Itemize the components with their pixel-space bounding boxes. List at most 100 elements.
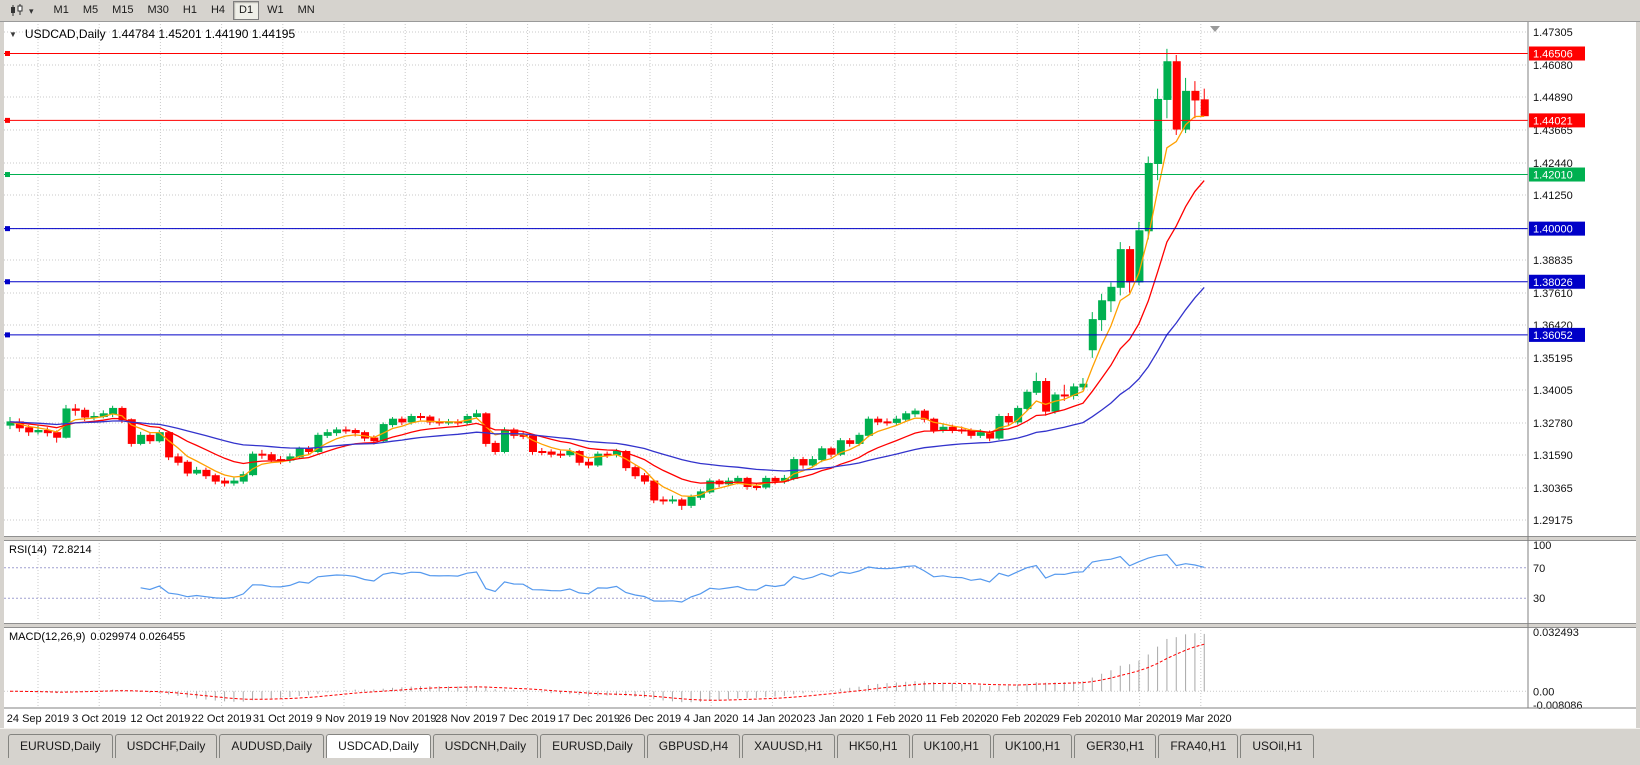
date-axis-label: 4 Jan 2020 [684,713,738,725]
timeframe-button-mn[interactable]: MN [291,1,321,20]
candle-body [846,440,855,444]
price-tag-label: 1.42010 [1533,170,1573,182]
ma-mid-line [9,180,1205,484]
toolbar: ▾ M1 M5 M15 M30 H1 H4 D1 W1 MN [0,0,1640,22]
candle-body [594,453,603,466]
candle-body [417,416,426,419]
candle-body [34,430,43,433]
timeframe-button-h1[interactable]: H1 [176,1,203,20]
rsi-value: 72.8214 [51,544,92,556]
candle-body [1023,391,1032,409]
date-axis-label: 19 Nov 2019 [374,713,436,725]
candle-body [267,454,276,461]
candle-body [771,477,780,482]
candle-body [1172,61,1181,130]
collapse-chart-icon[interactable]: ▼ [9,29,17,39]
price-tag-label: 1.46506 [1533,49,1573,61]
chart-ohlc-values: 1.44784 1.45201 1.44190 1.44195 [111,27,296,41]
macd-name: MACD(12,26,9) [9,631,86,643]
timeframe-button-m5[interactable]: M5 [76,1,105,20]
candle-body [71,408,80,411]
candle-body [1144,162,1153,232]
candle-body [1051,394,1060,412]
date-axis-label: 20 Feb 2020 [986,713,1048,725]
chart-tab-usdcnh-daily[interactable]: USDCNH,Daily [432,734,539,758]
candle-body [650,480,659,501]
candle-body [827,448,836,455]
chart-tab-usdcad-daily[interactable]: USDCAD,Daily [326,734,431,758]
level-anchor-marker [5,332,10,338]
candle-body [25,427,34,433]
price-axis-label: 1.44890 [1533,92,1573,104]
pane-separator[interactable] [4,536,1636,541]
candle-body [1079,383,1088,388]
candle-body [137,434,146,444]
candle-body [258,453,267,456]
candle-body [631,467,640,477]
chart-tab-uk100-h1[interactable]: UK100,H1 [911,734,991,758]
chart-tab-fra40-h1[interactable]: FRA40,H1 [1158,734,1239,758]
candle-body [566,450,575,456]
date-axis-label: 3 Oct 2019 [72,713,126,725]
candlestick-chart-icon [11,4,23,16]
candle-body [1004,416,1013,423]
chart-tab-ger30-h1[interactable]: GER30,H1 [1074,734,1157,758]
timeframe-button-m15[interactable]: M15 [106,1,140,20]
candle-body [668,499,677,502]
candle-body [1032,381,1041,393]
chart-tab-uk100-h1[interactable]: UK100,H1 [992,734,1073,758]
candle-body [333,429,342,434]
price-tag[interactable] [1529,221,1585,236]
candle-body [351,430,360,434]
chart-tab-usoil-h1[interactable]: USOil,H1 [1240,734,1315,758]
timeframe-button-w1[interactable]: W1 [261,1,290,20]
candle-body [323,432,332,436]
chart-tab-eurusd-daily[interactable]: EURUSD,Daily [540,734,645,758]
chart-tab-xauusd-h1[interactable]: XAUUSD,H1 [742,734,835,758]
candle-body [1098,300,1107,321]
timeframe-button-m30[interactable]: M30 [141,1,175,20]
date-axis-label: 12 Oct 2019 [130,713,190,725]
candle-body [43,430,52,434]
price-tag[interactable] [1529,327,1585,342]
chart-tab-gbpusd-h4[interactable]: GBPUSD,H4 [646,734,741,758]
candle-body [1182,90,1191,130]
price-tag[interactable] [1529,167,1585,182]
chart-tab-usdchf-daily[interactable]: USDCHF,Daily [114,734,218,758]
price-axis-label: 1.43665 [1533,125,1573,137]
candle-body [836,440,845,455]
price-tag[interactable] [1529,46,1585,61]
price-axis-label: 1.31590 [1533,450,1573,462]
chart-tab-eurusd-daily[interactable]: EURUSD,Daily [8,734,113,758]
chart-background [4,22,1636,728]
chart-region[interactable]: 1.47305 1.46080 1.44890 1.43665 1.42440 1.412… [4,22,1636,728]
candle-body [193,469,202,474]
level-anchor-marker [5,51,10,57]
candle-body [930,418,939,431]
chart-type-button[interactable]: ▾ [6,3,38,18]
candle-body [53,432,62,438]
price-tag[interactable] [1529,274,1585,289]
candle-body [230,480,239,484]
candle-body [874,418,883,423]
pane-separator[interactable] [4,623,1636,628]
price-tag[interactable] [1529,113,1585,128]
chart-shift-marker[interactable] [1210,26,1220,32]
candle-body [902,413,911,420]
price-axis-label: 1.41250 [1533,190,1573,202]
date-axis-label: 22 Oct 2019 [192,713,252,725]
date-axis-label: 10 Mar 2020 [1109,713,1171,725]
chart-tab-hk50-h1[interactable]: HK50,H1 [836,734,910,758]
chart-canvas[interactable]: 1.47305 1.46080 1.44890 1.43665 1.42440 1.412… [4,22,1636,728]
timeframe-button-d1[interactable]: D1 [233,1,260,20]
macd-axis-label: 0.00 [1533,686,1554,698]
chart-symbol-label: USDCAD,Daily [24,27,106,41]
candle-body [687,496,696,506]
candle-body [109,407,118,415]
timeframe-button-h4[interactable]: H4 [204,1,232,20]
candle-body [603,453,612,456]
price-axis-label: 1.37610 [1533,288,1573,300]
timeframe-button-m1[interactable]: M1 [47,1,75,20]
chart-tab-audusd-daily[interactable]: AUDUSD,Daily [219,734,325,758]
